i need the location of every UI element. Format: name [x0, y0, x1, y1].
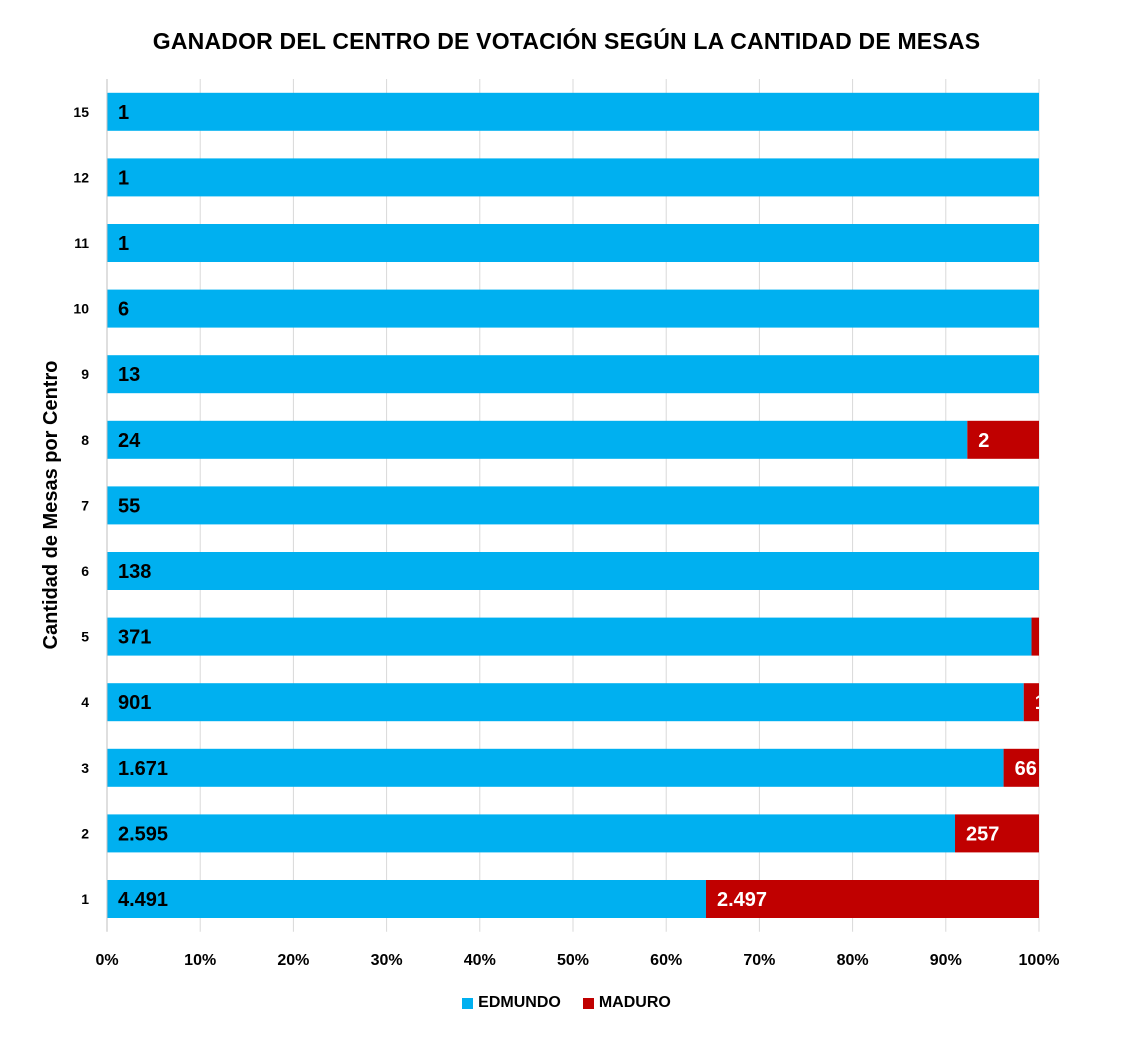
- legend-item-edmundo: EDMUNDO: [462, 994, 561, 1012]
- bar-edmundo: [107, 158, 1039, 197]
- legend-label-maduro: MADURO: [598, 994, 671, 1011]
- y-tick-label: 8: [81, 432, 89, 448]
- y-tick-label: 4: [81, 694, 89, 710]
- bar-edmundo: [107, 289, 1039, 328]
- bar-maduro: [967, 420, 1039, 459]
- y-tick-label: 2: [81, 825, 89, 841]
- bar-edmundo: [107, 486, 1039, 525]
- x-tick-label: 20%: [277, 952, 309, 969]
- x-tick-label: 70%: [743, 952, 775, 969]
- bars: [107, 92, 1039, 918]
- x-tick-label: 0%: [95, 952, 118, 969]
- data-label-edmundo: 901: [118, 692, 151, 714]
- y-tick-label: 7: [81, 497, 89, 513]
- data-label-edmundo: 1: [118, 233, 129, 255]
- bar-edmundo: [107, 683, 1024, 722]
- data-label-edmundo: 1: [118, 102, 129, 124]
- bar-maduro: [1031, 617, 1039, 656]
- bar-edmundo: [107, 420, 968, 459]
- x-tick-label: 60%: [650, 952, 682, 969]
- x-tick-label: 40%: [464, 952, 496, 969]
- y-tick-label: 5: [81, 629, 89, 645]
- bar-edmundo: [107, 224, 1039, 262]
- data-label-edmundo: 138: [118, 561, 151, 583]
- bar-edmundo: [107, 552, 1039, 590]
- data-label-maduro: 15: [1035, 692, 1057, 714]
- data-label-edmundo: 371: [118, 627, 151, 649]
- x-tick-label: 50%: [557, 952, 589, 969]
- data-label-maduro: 66: [1015, 758, 1037, 780]
- data-label-maduro: 2.497: [717, 889, 767, 911]
- bar-edmundo: [107, 355, 1039, 394]
- data-label-edmundo: 13: [118, 364, 140, 386]
- y-tick-label: 1: [81, 891, 89, 907]
- x-tick-label: 100%: [1019, 952, 1060, 969]
- x-tick-label: 80%: [837, 952, 869, 969]
- data-label-maduro: 2: [978, 430, 989, 452]
- legend-label-edmundo: EDMUNDO: [478, 994, 561, 1011]
- y-tick-label: 9: [81, 366, 89, 382]
- legend-item-maduro: MADURO: [582, 994, 671, 1012]
- data-label-edmundo: 4.491: [118, 889, 168, 911]
- y-tick-label: 12: [73, 169, 89, 185]
- legend-swatch-maduro: [582, 997, 594, 1009]
- y-axis-title: Cantidad de Mesas por Centro: [40, 361, 62, 650]
- bar-maduro: [955, 814, 1039, 853]
- y-tick-label: 11: [74, 235, 89, 251]
- bar-maduro: [1003, 748, 1039, 787]
- legend: EDMUNDO MADURO: [0, 994, 1133, 1012]
- bar-edmundo: [107, 814, 956, 853]
- y-tick-label: 15: [73, 104, 89, 120]
- bar-maduro: [705, 880, 1039, 918]
- y-tick-label: 10: [73, 301, 89, 317]
- data-label-edmundo: 55: [118, 495, 140, 517]
- axes: 0% 10% 20% 30% 40% 50% 60% 70% 80% 90% 100%1512111…: [73, 79, 1059, 969]
- legend-swatch-edmundo: [462, 997, 474, 1009]
- data-label-edmundo: 24: [118, 430, 141, 452]
- data-label-maduro: 257: [966, 823, 999, 845]
- bar-edmundo: [107, 617, 1032, 656]
- bar-edmundo: [107, 748, 1004, 787]
- data-label-edmundo: 1: [118, 167, 129, 189]
- bar-edmundo: [107, 880, 706, 918]
- chart-title: GANADOR DEL CENTRO DE VOTACIÓN SEGÚN LA …: [152, 28, 981, 54]
- x-tick-label: 90%: [930, 952, 962, 969]
- x-tick-label: 30%: [371, 952, 403, 969]
- data-label-edmundo: 1.671: [118, 758, 168, 780]
- bar-edmundo: [107, 92, 1039, 131]
- y-tick-label: 3: [81, 760, 89, 776]
- data-labels: 1 1 1 6 13 24 2 55 138 371 901 15 1.671 66 2.595 257 4.4…: [118, 102, 1057, 911]
- data-label-edmundo: 2.595: [118, 823, 168, 845]
- y-tick-label: 6: [81, 563, 89, 579]
- data-label-edmundo: 6: [118, 299, 129, 321]
- bar-maduro: [1023, 683, 1039, 722]
- x-tick-label: 10%: [184, 952, 216, 969]
